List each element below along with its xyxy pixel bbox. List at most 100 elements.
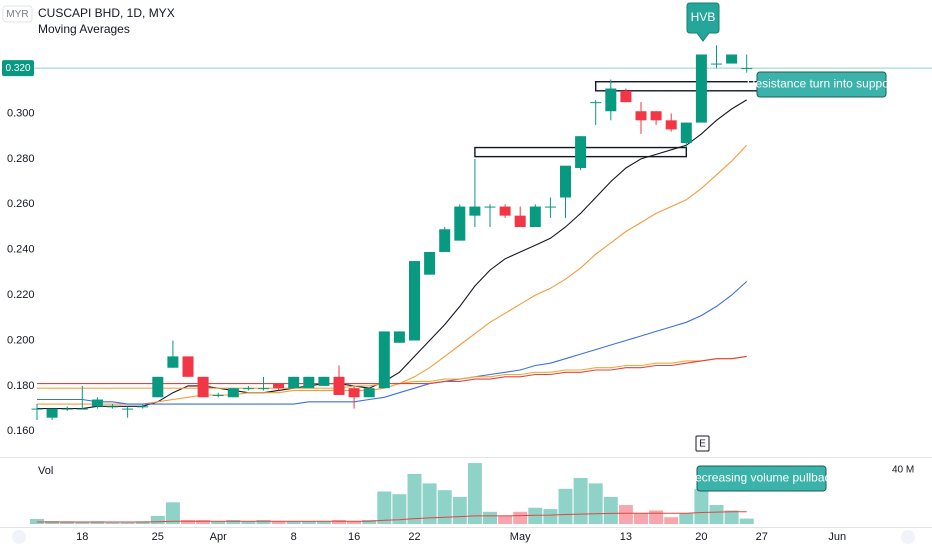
volume-bar: [271, 521, 286, 524]
x-tick-label: 8: [291, 531, 297, 543]
candle-body: [31, 408, 43, 410]
volume-bar: [75, 521, 90, 524]
volume-bar: [634, 513, 648, 524]
volume-bar: [543, 509, 558, 524]
volume-bar: [135, 521, 150, 524]
candle-body: [91, 399, 103, 407]
candle-body: [590, 102, 602, 104]
candle-body: [288, 376, 300, 389]
candle-body: [393, 331, 405, 343]
volume-bar: [573, 477, 588, 524]
candle-body: [273, 383, 285, 389]
volume-bar: [60, 521, 75, 524]
x-tick-label: 25: [152, 531, 164, 543]
y-tick-label: 0.160: [7, 425, 35, 437]
y-tick-label: 0.180: [7, 380, 35, 392]
volume-bar: [603, 496, 618, 524]
timezone-icon[interactable]: [12, 530, 26, 544]
price-label: 0.320: [5, 63, 30, 74]
volume-bar: [286, 521, 301, 524]
candle-body: [560, 165, 571, 198]
candle-body: [258, 388, 269, 390]
candle-body: [529, 206, 541, 227]
moving-average: [37, 281, 748, 405]
candle-body: [695, 54, 707, 123]
moving-average: [37, 144, 748, 405]
currency: MYR: [6, 9, 28, 20]
volume-bar: [181, 519, 195, 524]
volume-bar: [211, 521, 226, 524]
candle-body: [469, 206, 481, 216]
volume-bar: [694, 488, 709, 524]
volume-bar: [301, 521, 316, 524]
currency-box[interactable]: [2, 5, 33, 23]
candle-body: [635, 111, 647, 121]
candle-body: [167, 356, 179, 368]
x-tick-label: 27: [756, 531, 768, 543]
volume-bar: [528, 507, 543, 524]
volume-bar: [498, 515, 513, 524]
volume-average: [37, 511, 747, 523]
candle-body: [409, 261, 420, 341]
volume-bar: [332, 519, 346, 524]
callout-bubble: [686, 2, 720, 42]
x-tick-label: May: [510, 531, 531, 543]
volume-bar: [105, 522, 120, 524]
volume-bar: [422, 483, 437, 524]
candle-body: [61, 408, 73, 410]
volume-bar: [241, 521, 256, 524]
candle-body: [665, 120, 677, 130]
volume-bar: [226, 519, 241, 524]
indicator-name: Moving Averages: [38, 22, 130, 36]
candle-body: [605, 88, 617, 112]
volume-bar: [256, 519, 271, 524]
volume-bar: [664, 517, 679, 524]
candle-body: [575, 136, 587, 168]
candle-body: [107, 406, 118, 408]
auto-scale-icon[interactable]: [901, 530, 915, 544]
candle-body: [499, 206, 511, 216]
volume-bar: [196, 519, 211, 524]
volume-bar: [649, 510, 664, 524]
candle-body: [122, 408, 134, 410]
y-tick-label: 0.200: [7, 334, 35, 346]
volume-bar: [377, 491, 392, 524]
y-tick-label: 0.260: [7, 198, 35, 210]
candle-body: [227, 388, 239, 398]
volume-bar: [618, 505, 633, 524]
volume-bar: [467, 463, 482, 524]
candle-body: [454, 206, 466, 241]
candle-body: [711, 63, 722, 65]
volume-bar: [165, 502, 180, 524]
x-tick-label: 13: [620, 531, 632, 543]
candle-body: [333, 376, 345, 395]
volume-bar: [90, 521, 105, 524]
candle-body: [46, 408, 58, 418]
callout-text: Decreasing volume pullback: [686, 471, 837, 485]
candle-body: [439, 229, 451, 252]
x-tick-label: 18: [76, 531, 88, 543]
candle-body: [348, 388, 360, 398]
volume-bar: [452, 496, 467, 524]
candle-body: [318, 376, 330, 386]
candle-body: [363, 388, 375, 398]
volume-bar: [150, 515, 165, 524]
event-box[interactable]: [695, 435, 710, 452]
volume-bar: [558, 488, 573, 524]
volume-bar: [392, 494, 407, 524]
callout-text: Resistance turn into support: [747, 77, 897, 91]
candle-body: [741, 68, 753, 70]
volume-bar: [588, 483, 603, 524]
event-marker: E: [699, 439, 706, 450]
volume-bar: [362, 519, 377, 524]
candle-body: [242, 388, 254, 390]
volume-bar: [120, 522, 135, 524]
candle-body: [424, 251, 436, 275]
x-tick-label: Jun: [828, 531, 846, 543]
candle-body: [76, 408, 88, 410]
candle-body: [544, 206, 556, 208]
volume-bar: [709, 505, 724, 524]
pane-title: Vol: [38, 465, 53, 477]
y-tick-label: 0.220: [7, 289, 35, 301]
